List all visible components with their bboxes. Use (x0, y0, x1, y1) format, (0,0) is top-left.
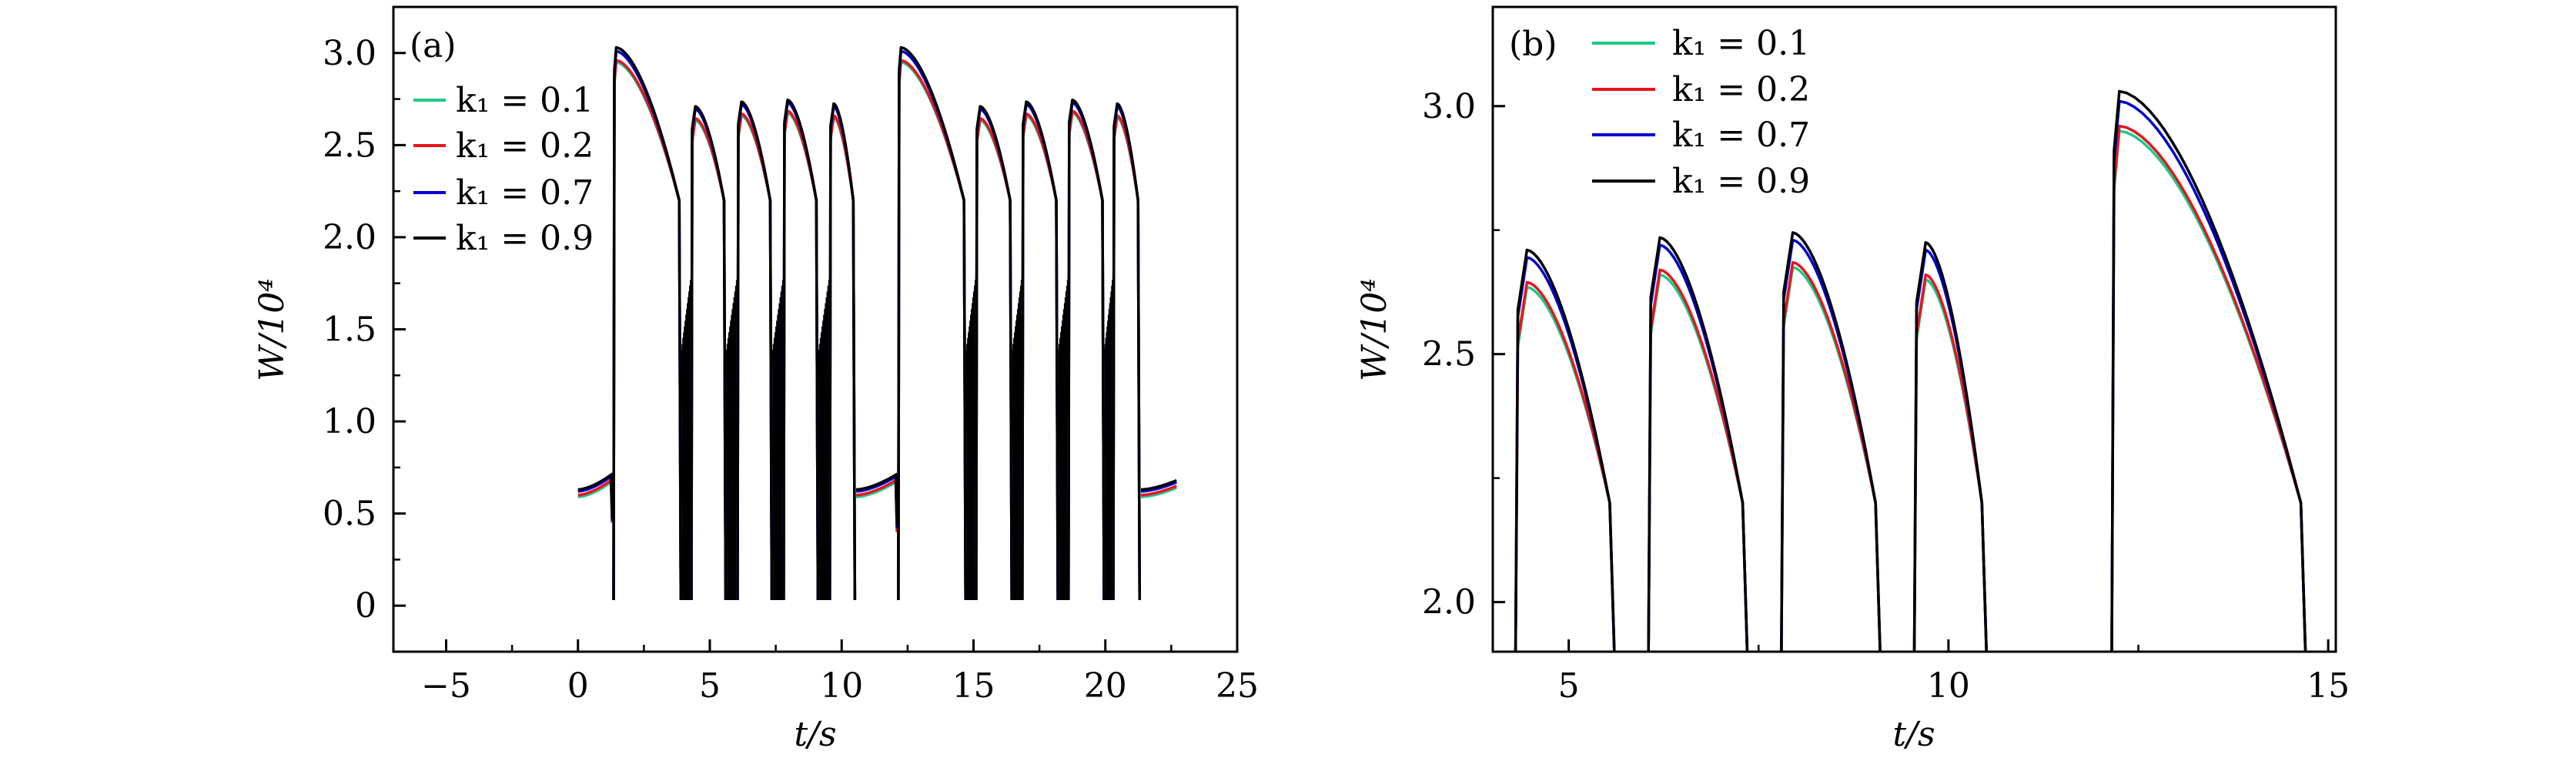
pulse-3 (782, 99, 820, 601)
pulse-0 (612, 60, 683, 601)
x-tick-label: 15 (952, 666, 995, 706)
series-0.9 (1514, 89, 2307, 652)
pulse-5 (897, 60, 967, 601)
y-tick-label: 3.0 (323, 34, 376, 73)
x-axis-label-a: t/s (794, 715, 836, 754)
pulse-5 (897, 59, 967, 601)
baseline-segment (855, 480, 898, 532)
pulse-6 (975, 119, 1013, 601)
pulse-8 (1067, 99, 1106, 601)
panel-label-a: (a) (410, 26, 457, 65)
pulse-4 (2110, 99, 2307, 652)
panel-a: (a) t/s W/10⁴ −5 0 5 10 15 20 25 0 0.5 1.0 1.5 2.0 2… (253, 5, 1259, 754)
pulse-5 (897, 49, 967, 601)
oscillation-burst-2 (770, 273, 785, 601)
pulse-3 (1912, 241, 1988, 652)
pulse-4 (828, 102, 857, 601)
oscillation-burst-5 (1010, 273, 1024, 601)
pulse-1 (690, 116, 728, 601)
x-tick-label: 20 (1084, 666, 1127, 706)
y-tick-label: 2.5 (1422, 335, 1476, 374)
pulse-2 (1780, 231, 1882, 652)
x-tick-label: 15 (2307, 666, 2350, 706)
x-tick-label: 10 (820, 666, 863, 706)
baseline-segment (855, 478, 898, 532)
y-tick-label: 1.0 (323, 402, 376, 441)
legend: k₁ = 0.1 k₁ = 0.2 k₁ = 0.7 k₁ = 0.9 (413, 81, 594, 258)
plot-area (1514, 89, 2307, 652)
legend-label: k₁ = 0.9 (1672, 162, 1810, 201)
pulse-0 (612, 59, 683, 601)
pulse-5 (897, 45, 967, 601)
pulse-0 (612, 45, 683, 601)
oscillation-burst-1 (724, 273, 740, 601)
x-tick-label: 0 (567, 666, 589, 706)
legend-label: k₁ = 0.1 (456, 81, 594, 120)
pulse-2 (1780, 260, 1882, 652)
y-tick-label: 1.5 (323, 310, 376, 350)
series-0.9 (577, 45, 1177, 601)
pulse-4 (2110, 129, 2307, 652)
pulse-2 (736, 100, 774, 601)
oscillation-burst-4 (964, 273, 978, 601)
baseline-segment (1140, 486, 1177, 498)
baseline-segment (577, 472, 614, 519)
x-tick-label: 5 (1558, 666, 1580, 706)
y-tick-label: 2.0 (1422, 583, 1476, 622)
series-0.2 (1514, 124, 2307, 652)
baseline-segment (577, 478, 614, 523)
x-tick-label: 5 (699, 666, 721, 706)
x-tick-label: −5 (421, 666, 471, 706)
pulse-0 (612, 49, 683, 601)
legend-label: k₁ = 0.2 (1672, 70, 1810, 109)
axes-frame (1491, 5, 2337, 653)
legend: k₁ = 0.1 k₁ = 0.2 k₁ = 0.7 k₁ = 0.9 (1592, 24, 1810, 201)
pulse-1 (690, 119, 728, 601)
series-0.7 (1514, 99, 2307, 652)
pulse-6 (975, 116, 1013, 601)
series-0.1 (577, 60, 1177, 601)
baseline-segment (855, 472, 898, 527)
y-axis-label-a: W/10⁴ (253, 278, 292, 381)
y-tick-label: 2.0 (323, 218, 376, 257)
pulse-0 (1514, 280, 1616, 652)
x-tick-label: 10 (1927, 666, 1970, 706)
y-axis-label-b: W/10⁴ (1355, 278, 1394, 381)
pulse-6 (975, 105, 1013, 601)
pulse-1 (690, 105, 728, 601)
panel-label-b: (b) (1509, 25, 1557, 64)
pulse-0 (1514, 248, 1616, 652)
baseline-segment (1140, 481, 1177, 493)
y-tick-label: 2.5 (323, 126, 376, 165)
legend-label: k₁ = 0.1 (1672, 24, 1810, 63)
oscillation-burst-3 (816, 273, 831, 601)
pulse-9 (1112, 102, 1142, 601)
legend-label: k₁ = 0.2 (456, 126, 594, 166)
y-tick-label: 3.0 (1422, 87, 1476, 126)
x-axis-label-b: t/s (1892, 715, 1935, 754)
baseline-segment (577, 479, 614, 523)
pulse-1 (1647, 268, 1749, 652)
legend-label: k₁ = 0.7 (1672, 116, 1810, 155)
pulse-4 (2110, 124, 2307, 652)
baseline-segment (1140, 478, 1177, 491)
baseline-segment (577, 474, 614, 522)
legend-label: k₁ = 0.9 (456, 219, 594, 258)
oscillation-burst-6 (1056, 273, 1070, 601)
baseline-segment (1140, 485, 1177, 497)
baseline-segment (855, 474, 898, 528)
panel-b: (b) t/s W/10⁴ 5 10 152.02.53.0k₁ = 0.1k₁ =… (1355, 5, 2350, 754)
oscillation-burst-7 (1102, 273, 1115, 601)
y-tick-label: 0 (355, 586, 376, 626)
x-tick-label: 25 (1216, 666, 1259, 706)
plot-area (577, 45, 1177, 601)
series-0.1 (1514, 129, 2307, 652)
pulse-1 (1647, 236, 1749, 652)
oscillation-burst-0 (679, 273, 694, 601)
legend-label: k₁ = 0.7 (456, 173, 594, 213)
y-tick-label: 0.5 (323, 495, 376, 534)
pulse-4 (2110, 89, 2307, 652)
pulse-7 (1021, 100, 1059, 601)
